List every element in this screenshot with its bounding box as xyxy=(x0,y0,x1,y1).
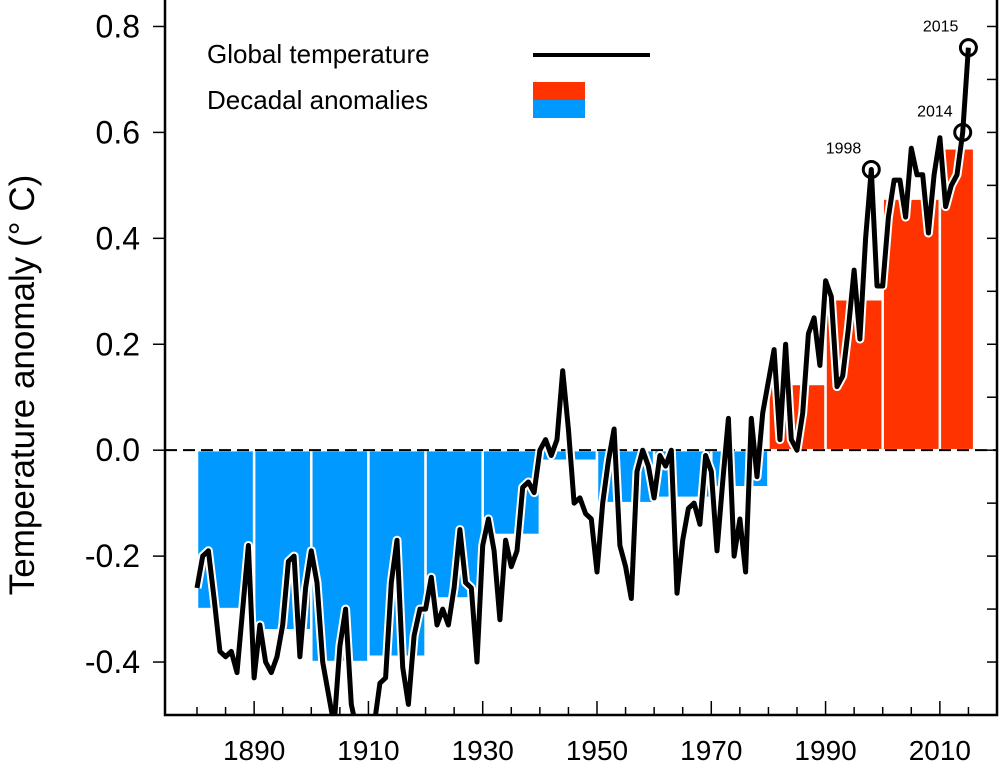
x-tick-label: 1930 xyxy=(452,735,514,766)
legend-label-decadal-anomalies: Decadal anomalies xyxy=(207,85,428,115)
y-tick-label: -0.4 xyxy=(85,644,140,680)
x-tick-label: 1950 xyxy=(566,735,628,766)
annotation-label-1998: 1998 xyxy=(826,140,862,157)
decadal-bars xyxy=(195,147,976,664)
annual-temperature-line-stroke xyxy=(194,47,971,715)
annotation-label-2014: 2014 xyxy=(917,103,953,120)
annotation-circle-2015 xyxy=(958,38,978,58)
legend-label-global-temperature: Global temperature xyxy=(207,39,430,69)
y-tick-label: 0.4 xyxy=(96,220,140,256)
y-tick-label: 0.8 xyxy=(96,8,140,44)
y-tick-label: 0.6 xyxy=(96,114,140,150)
x-tick-label: 1970 xyxy=(680,735,742,766)
y-axis-label: Temperature anomaly (° C) xyxy=(3,175,42,596)
plot-frame xyxy=(163,0,999,717)
annotations: 1998 2014 2015 xyxy=(826,19,978,179)
x-tick-label: 1990 xyxy=(794,735,856,766)
y-tick-label: 0.2 xyxy=(96,326,140,362)
decadal-bar-1880 xyxy=(195,448,256,611)
annotation-circle-2014 xyxy=(953,122,973,142)
y-tick-label: 0.0 xyxy=(96,432,140,468)
x-tick-label: 2010 xyxy=(909,735,971,766)
legend-swatch-negative xyxy=(533,100,585,118)
legend-swatch-positive xyxy=(533,82,585,100)
x-tick-label: 1890 xyxy=(223,735,285,766)
annotation-label-2015: 2015 xyxy=(923,19,959,36)
x-tick-label: 1910 xyxy=(337,735,399,766)
annotation-circle-1998 xyxy=(861,159,881,179)
y-tick-label: -0.2 xyxy=(85,538,140,574)
legend: Global temperature Decadal anomalies xyxy=(207,39,650,118)
axes: 1890 1910 1930 1950 1970 1990 2010 -0.4 -0.2 0.0 0… xyxy=(85,8,997,766)
